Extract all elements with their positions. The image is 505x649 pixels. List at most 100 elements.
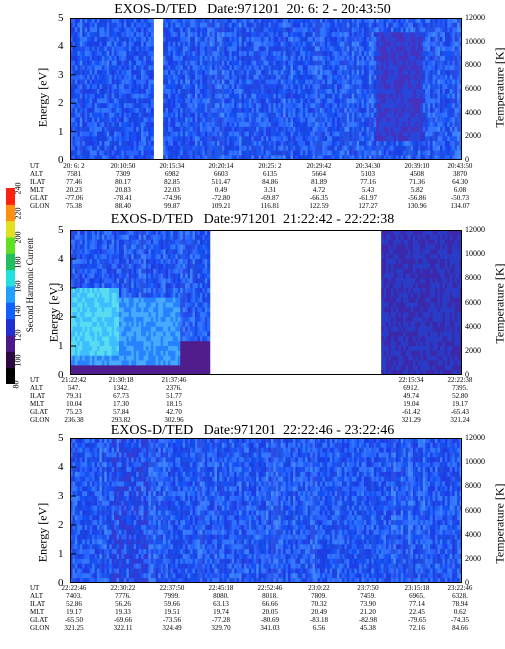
heatmap-cell — [366, 79, 370, 85]
heatmap-cell — [386, 122, 390, 128]
heatmap-cell — [204, 74, 208, 81]
heatmap-cell — [371, 112, 375, 118]
heatmap-cell — [111, 150, 115, 156]
heatmap-cell — [241, 126, 245, 133]
heatmap-cell — [92, 103, 96, 109]
heatmap-cell — [275, 60, 279, 66]
heatmap-cell — [459, 36, 462, 43]
heatmap-cell — [217, 84, 221, 90]
heatmap-cell — [449, 74, 453, 81]
heatmap-cell — [410, 22, 414, 29]
heatmap-cell — [99, 117, 103, 123]
heatmap-cell — [312, 36, 316, 43]
heatmap-cell — [123, 36, 127, 43]
heatmap-cell — [430, 84, 434, 90]
heatmap-cell — [168, 112, 172, 118]
heatmap-cell — [106, 150, 110, 156]
orbit-value: 116.81 — [260, 202, 280, 210]
heatmap-cell — [209, 70, 213, 76]
heatmap-cell — [422, 18, 426, 24]
heatmap-cell — [332, 107, 336, 114]
heatmap-cell — [270, 93, 274, 100]
heatmap-cell — [187, 98, 191, 104]
heatmap-cell — [327, 155, 331, 160]
orbit-value: 81.89 — [311, 178, 327, 186]
heatmap-cell — [202, 79, 206, 85]
heatmap-cell — [133, 136, 137, 142]
heatmap-cell — [266, 103, 270, 109]
heatmap-cell — [341, 145, 345, 152]
heatmap-cell — [457, 122, 461, 128]
heatmap-cell — [403, 126, 407, 133]
heatmap-cell — [288, 150, 292, 156]
heatmap-cell — [96, 112, 100, 118]
heatmap-cell — [96, 117, 100, 123]
heatmap-cell — [415, 150, 419, 156]
heatmap-cell — [317, 145, 321, 152]
heatmap-cell — [72, 84, 76, 90]
heatmap-cell — [422, 112, 426, 118]
heatmap-cell — [79, 292, 83, 299]
heatmap-cell — [435, 84, 439, 90]
orbit-value: 6603 — [214, 170, 228, 178]
heatmap-cell — [368, 27, 372, 33]
heatmap-cell — [101, 150, 105, 156]
heatmap-cell — [119, 107, 123, 114]
heatmap-cell — [427, 112, 431, 118]
heatmap-cell — [405, 145, 409, 152]
heatmap-cell — [415, 46, 419, 52]
heatmap-cell — [92, 41, 96, 47]
heatmap-cell — [170, 84, 174, 90]
heatmap-cell — [248, 93, 252, 100]
heatmap-cell — [381, 32, 385, 38]
heatmap-cell — [332, 74, 336, 81]
heatmap-cell — [288, 103, 292, 109]
heatmap-cell — [442, 103, 446, 109]
heatmap-cell — [408, 22, 412, 29]
heatmap-cell — [452, 32, 456, 38]
heatmap-cell — [400, 112, 404, 118]
heatmap-cell — [413, 93, 417, 100]
heatmap-cell — [82, 346, 86, 352]
heatmap-cell — [89, 27, 93, 33]
heatmap-cell — [405, 131, 409, 137]
heatmap-cell — [435, 117, 439, 123]
heatmap-cell — [288, 46, 292, 52]
heatmap-cell — [381, 150, 385, 156]
heatmap-cell — [192, 18, 196, 24]
heatmap-cell — [437, 136, 441, 142]
orbit-row-label: GLON — [30, 202, 50, 210]
heatmap-cell — [165, 36, 169, 43]
heatmap-cell — [219, 74, 223, 81]
heatmap-cell — [268, 98, 272, 104]
heatmap-cell — [187, 93, 191, 100]
heatmap-cell — [381, 27, 385, 33]
heatmap-cell — [413, 89, 417, 95]
heatmap-cell — [217, 27, 221, 33]
heatmap-cell — [109, 126, 113, 133]
heatmap-cell — [168, 55, 172, 62]
heatmap-cell — [121, 65, 125, 71]
heatmap-cell — [82, 136, 86, 142]
heatmap-cell — [381, 41, 385, 47]
heatmap-cell — [204, 89, 208, 95]
heatmap-cell — [339, 70, 343, 76]
heatmap-cell — [300, 145, 304, 152]
heatmap-cell — [77, 370, 81, 375]
heatmap-cell — [452, 65, 456, 71]
heatmap-cell — [172, 131, 176, 137]
heatmap-cell — [168, 70, 172, 76]
heatmap-cell — [177, 126, 181, 133]
heatmap-cell — [439, 136, 443, 142]
heatmap-cell — [275, 32, 279, 38]
heatmap-cell — [295, 131, 299, 137]
heatmap-cell — [104, 93, 108, 100]
heatmap-cell — [114, 136, 118, 142]
heatmap-cell — [246, 41, 250, 47]
heatmap-cell — [106, 74, 110, 81]
heatmap-cell — [119, 150, 123, 156]
heatmap-cell — [74, 117, 78, 123]
heatmap-cell — [143, 141, 147, 147]
heatmap-cell — [457, 32, 461, 38]
heatmap-cell — [236, 55, 240, 62]
